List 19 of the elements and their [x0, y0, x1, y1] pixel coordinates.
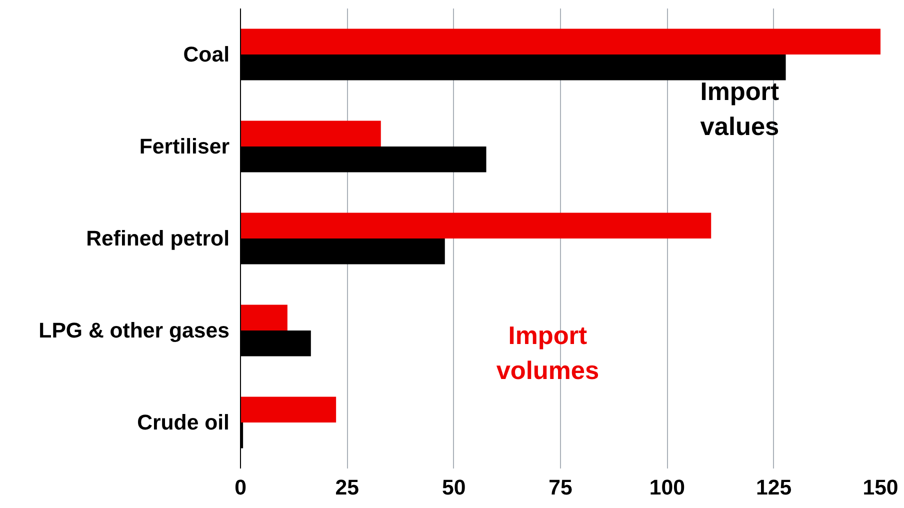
- y-tick-label: LPG & other gases: [38, 318, 230, 342]
- y-tick-label: Crude oil: [137, 410, 230, 434]
- bar: [240, 28, 880, 54]
- y-tick-label: Coal: [183, 42, 230, 66]
- x-tick-label: 75: [548, 476, 572, 500]
- y-tick-label: Fertiliser: [139, 134, 230, 158]
- x-tick-label: 0: [234, 476, 246, 500]
- bar: [240, 304, 288, 330]
- series-label: Import values: [700, 78, 780, 142]
- bar: [240, 396, 336, 422]
- y-tick-label: Refined petrol: [86, 226, 230, 250]
- x-tick-label: 125: [756, 476, 792, 500]
- x-tick-label: 100: [649, 476, 685, 500]
- x-tick-label: 25: [335, 476, 360, 500]
- bar: [240, 212, 712, 238]
- x-tick-label: 150: [862, 476, 898, 500]
- x-tick-label: 50: [442, 476, 466, 500]
- text: Import volumes: [496, 322, 600, 385]
- bar: [240, 120, 381, 146]
